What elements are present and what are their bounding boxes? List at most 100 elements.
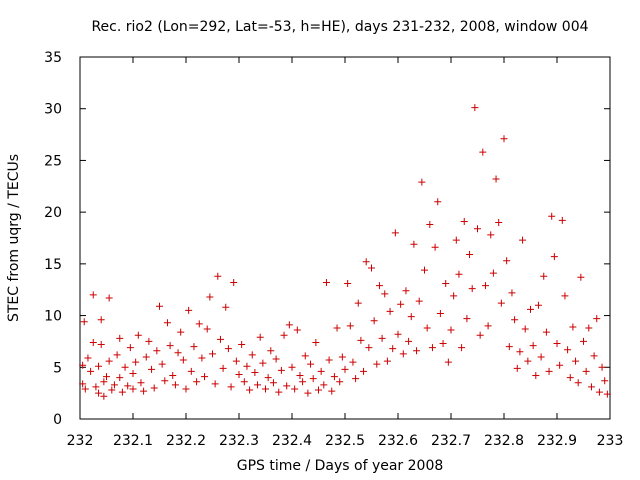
data-point <box>190 343 198 351</box>
data-point <box>428 344 436 352</box>
data-point <box>479 148 487 156</box>
data-point <box>307 360 315 368</box>
data-point <box>352 375 360 383</box>
data-point <box>195 320 203 328</box>
data-point <box>251 368 259 376</box>
data-point <box>569 323 577 331</box>
data-point <box>391 229 399 237</box>
data-point <box>540 272 548 280</box>
data-point <box>553 339 561 347</box>
data-point <box>492 175 500 183</box>
y-tick-label: 5 <box>53 360 62 376</box>
y-tick-label: 30 <box>44 102 62 118</box>
data-point <box>126 344 134 352</box>
x-tick-label: 232.3 <box>219 433 259 449</box>
data-point <box>365 344 373 352</box>
data-point <box>463 315 471 323</box>
data-point <box>259 359 267 367</box>
data-point <box>354 299 362 307</box>
data-point <box>92 383 100 391</box>
x-tick-label: 232.2 <box>166 433 206 449</box>
data-point <box>513 364 521 372</box>
data-point <box>206 293 214 301</box>
data-point <box>556 361 564 369</box>
data-point <box>301 352 309 360</box>
data-point <box>474 225 481 233</box>
data-point <box>113 351 121 359</box>
data-point <box>79 380 87 388</box>
data-point <box>368 264 375 272</box>
data-point <box>460 217 468 225</box>
data-point <box>378 334 386 342</box>
data-point <box>519 236 527 244</box>
y-tick-label: 0 <box>53 412 62 428</box>
data-point <box>423 324 431 332</box>
data-point <box>153 347 161 355</box>
data-point <box>360 367 368 375</box>
data-point <box>216 335 224 343</box>
data-point <box>566 374 574 382</box>
data-point <box>179 356 187 364</box>
data-point <box>243 362 251 370</box>
data-point <box>161 377 169 385</box>
y-axis: 0 5 10 15 20 25 30 35 <box>44 50 610 428</box>
data-point <box>182 385 190 393</box>
data-point <box>521 325 529 333</box>
data-point <box>240 378 248 386</box>
data-point <box>177 328 185 336</box>
data-point <box>582 367 590 375</box>
data-point <box>312 338 320 346</box>
data-point <box>95 389 103 397</box>
data-point <box>100 392 108 400</box>
data-point <box>431 243 439 251</box>
data-point <box>500 135 508 143</box>
data-point <box>100 378 108 386</box>
data-point <box>386 307 394 315</box>
data-point <box>397 300 405 308</box>
data-point <box>439 339 447 347</box>
data-point <box>246 386 254 394</box>
data-point <box>317 367 325 375</box>
data-point <box>89 338 97 346</box>
data-point <box>187 367 195 375</box>
data-point <box>344 280 352 288</box>
data-point <box>81 385 89 393</box>
data-point <box>413 347 421 355</box>
data-point <box>598 363 606 371</box>
data-point <box>410 240 418 248</box>
x-tick-label: 232.8 <box>484 433 524 449</box>
y-tick-label: 10 <box>44 309 62 325</box>
data-point <box>468 285 476 293</box>
data-point <box>248 351 256 359</box>
data-point <box>304 389 312 397</box>
data-point <box>529 342 537 350</box>
data-point <box>129 369 137 377</box>
data-point <box>116 374 124 382</box>
data-point <box>373 360 381 368</box>
data-point <box>272 355 280 363</box>
data-point <box>87 367 95 375</box>
data-point <box>108 386 116 394</box>
x-tick-label: 232.7 <box>431 433 471 449</box>
data-point <box>134 331 142 339</box>
data-point <box>333 324 341 332</box>
data-point <box>455 270 463 278</box>
data-point <box>299 378 307 386</box>
data-point <box>370 317 378 325</box>
data-point <box>508 289 516 297</box>
chart-title: Rec. rio2 (Lon=292, Lat=-53, h=HE), days… <box>91 19 588 35</box>
data-point <box>103 373 110 381</box>
data-point <box>89 291 97 299</box>
y-tick-label: 15 <box>44 257 62 273</box>
plot-frame <box>79 56 611 420</box>
data-point <box>201 373 209 381</box>
data-point <box>296 372 304 380</box>
data-point <box>426 221 434 229</box>
data-point <box>587 383 595 391</box>
data-point <box>537 353 545 361</box>
data-point <box>466 251 474 259</box>
data-point <box>452 236 460 244</box>
data-point <box>105 357 113 365</box>
data-point <box>238 341 246 349</box>
data-point <box>193 378 201 386</box>
